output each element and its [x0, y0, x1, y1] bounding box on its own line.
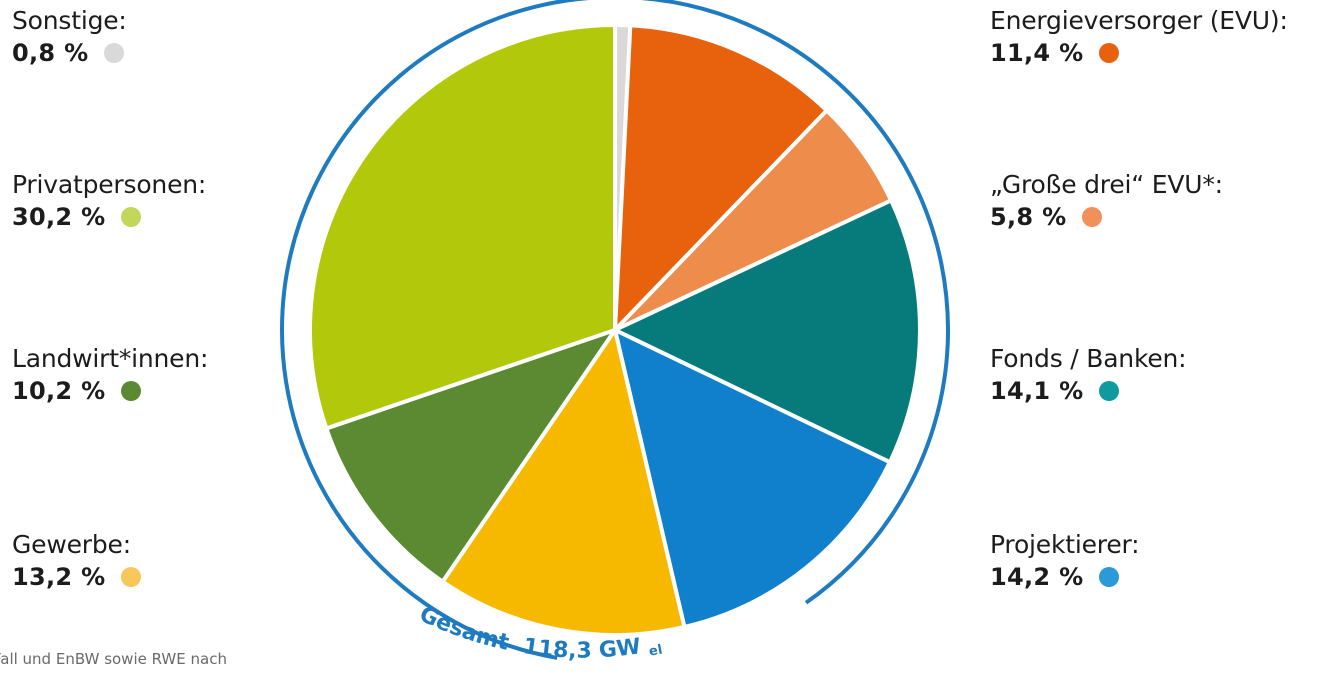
legend-label: Fonds / Banken:	[990, 344, 1187, 373]
legend-color-dot	[1082, 207, 1103, 227]
legend-color-dot	[1099, 381, 1120, 401]
legend-value: 14,1 %	[990, 377, 1084, 405]
pie-slice-6	[324, 328, 617, 584]
legend-color-dot	[1099, 567, 1120, 587]
pie-slices	[307, 23, 922, 638]
pie-slice-7	[307, 23, 617, 431]
legend-color-dot	[121, 381, 142, 401]
legend-item-grosse-drei-evu: „Große drei“ EVU*: 5,8 %	[990, 170, 1223, 234]
legend-value: 10,2 %	[12, 377, 106, 405]
legend-item-gewerbe: Gewerbe: 13,2 %	[12, 530, 142, 594]
footnote: Fall und EnBW sowie RWE nach	[0, 650, 227, 668]
legend-label: Energieversorger (EVU):	[990, 6, 1288, 35]
legend-value: 13,2 %	[12, 563, 106, 591]
legend-color-dot	[121, 207, 142, 227]
total-value: 118,3 GW	[522, 634, 643, 664]
legend-color-dot	[121, 567, 142, 587]
legend-item-energieversorger: Energieversorger (EVU): 11,4 %	[990, 6, 1288, 70]
legend-item-sonstige: Sonstige: 0,8 %	[12, 6, 127, 70]
legend-color-dot	[1099, 43, 1120, 63]
legend-label: „Große drei“ EVU*:	[990, 170, 1223, 199]
pie-slice-3	[613, 198, 922, 465]
legend-item-projektierer: Projektierer: 14,2 %	[990, 530, 1140, 594]
legend-value: 0,8 %	[12, 39, 89, 67]
legend-label: Privatpersonen:	[12, 170, 207, 199]
legend-color-dot	[104, 43, 125, 63]
legend-item-fonds-banken: Fonds / Banken: 14,1 %	[990, 344, 1187, 408]
pie-slice-1	[613, 23, 829, 332]
legend-item-landwirtinnen: Landwirt*innen: 10,2 %	[12, 344, 208, 408]
total-unit: el	[648, 642, 664, 659]
legend-label: Projektierer:	[990, 530, 1140, 559]
outer-ring	[280, 0, 950, 660]
outer-ring-arc	[280, 0, 950, 660]
legend-label: Sonstige:	[12, 6, 127, 35]
legend-label: Landwirt*innen:	[12, 344, 209, 373]
pie-slice-5	[440, 328, 687, 638]
legend-value: 5,8 %	[990, 203, 1067, 231]
legend-value: 11,4 %	[990, 39, 1084, 67]
legend-value: 30,2 %	[12, 203, 106, 231]
legend-item-privatpersonen: Privatpersonen: 30,2 %	[12, 170, 206, 234]
legend-value: 14,2 %	[990, 563, 1084, 591]
pie-slice-4	[613, 328, 892, 629]
legend-label: Gewerbe:	[12, 530, 131, 559]
